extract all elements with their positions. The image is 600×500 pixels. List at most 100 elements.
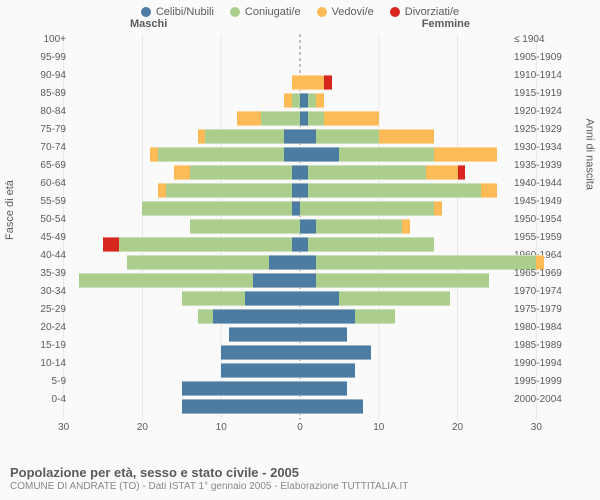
bar-seg-female [308, 183, 481, 198]
bar-seg-male [182, 399, 300, 414]
bar-seg-female [316, 255, 537, 270]
pyramid-row [40, 93, 560, 108]
pyramid-row [40, 291, 560, 306]
bar-seg-female [300, 309, 355, 324]
bar-seg-female [300, 93, 308, 108]
x-tick-label: 30 [58, 422, 69, 433]
legend-item: Divorziati/e [390, 6, 459, 18]
axis-title-left: Fasce di età [4, 180, 16, 240]
pyramid-row [40, 255, 560, 270]
bar-seg-female [308, 93, 316, 108]
bar-seg-male [198, 129, 206, 144]
bar-seg-male [245, 291, 300, 306]
bar-seg-female [316, 273, 489, 288]
bar-seg-female [300, 201, 434, 216]
pyramid-row [40, 147, 560, 162]
bar-seg-female [300, 111, 308, 126]
bar-seg-female [300, 165, 308, 180]
pyramid-row [40, 75, 560, 90]
bar-seg-male [190, 165, 292, 180]
pyramid-row [40, 327, 560, 342]
bar-seg-female [402, 219, 410, 234]
bar-seg-male [292, 75, 300, 90]
legend-swatch [317, 7, 327, 17]
bar-seg-male [284, 147, 300, 162]
bar-seg-female [300, 129, 316, 144]
pyramid-row [40, 237, 560, 252]
bar-seg-male [284, 129, 300, 144]
x-tick-label: 10 [373, 422, 384, 433]
x-tick-label: 0 [297, 422, 303, 433]
bar-seg-male [253, 273, 300, 288]
pyramid-row [40, 273, 560, 288]
bar-seg-male [221, 345, 300, 360]
x-tick-label: 20 [137, 422, 148, 433]
bar-seg-female [481, 183, 497, 198]
legend-swatch [390, 7, 400, 17]
bar-seg-male [182, 291, 245, 306]
bar-seg-male [269, 255, 301, 270]
bar-seg-male [158, 147, 284, 162]
pyramid-row [40, 363, 560, 378]
pyramid-row [40, 111, 560, 126]
bar-seg-male [292, 165, 300, 180]
bar-seg-female [300, 255, 316, 270]
bar-seg-male [284, 93, 292, 108]
bar-seg-female [308, 111, 324, 126]
legend-label: Coniugati/e [245, 6, 301, 18]
plot-area: 3020100102030100+≤ 190495-991905-190990-… [40, 34, 560, 438]
bar-seg-male [166, 183, 292, 198]
legend-item: Coniugati/e [230, 6, 301, 18]
bar-seg-female [355, 309, 394, 324]
bar-seg-female [458, 165, 466, 180]
bar-seg-female [339, 291, 449, 306]
bar-seg-female [300, 345, 371, 360]
bar-seg-female [300, 327, 347, 342]
pyramid-row [40, 165, 560, 180]
bar-seg-female [339, 147, 434, 162]
bar-seg-female [316, 219, 403, 234]
header-male: Maschi [130, 18, 167, 30]
bar-seg-female [426, 165, 458, 180]
bar-seg-male [190, 219, 300, 234]
bar-seg-male [142, 201, 292, 216]
bar-seg-female [300, 399, 363, 414]
bar-seg-female [324, 111, 379, 126]
header-female: Femmine [422, 18, 470, 30]
bar-seg-female [316, 129, 379, 144]
bar-seg-female [300, 219, 316, 234]
bar-seg-male [205, 129, 284, 144]
bar-seg-male [261, 111, 300, 126]
bar-seg-female [379, 129, 434, 144]
legend-item: Vedovi/e [317, 6, 374, 18]
bar-seg-male [127, 255, 269, 270]
bar-seg-male [182, 381, 300, 396]
chart-subtitle: COMUNE DI ANDRATE (TO) - Dati ISTAT 1° g… [10, 481, 408, 492]
legend-label: Vedovi/e [332, 6, 374, 18]
bar-seg-male [292, 93, 300, 108]
x-tick-label: 30 [531, 422, 542, 433]
bar-seg-female [300, 75, 324, 90]
x-tick-label: 20 [452, 422, 463, 433]
bar-seg-male [119, 237, 292, 252]
bar-seg-female [300, 147, 339, 162]
x-tick-label: 10 [216, 422, 227, 433]
bar-seg-female [300, 183, 308, 198]
footer: Popolazione per età, sesso e stato civil… [10, 465, 408, 492]
pyramid-row [40, 309, 560, 324]
pyramid-row [40, 219, 560, 234]
legend-swatch [141, 7, 151, 17]
chart-title: Popolazione per età, sesso e stato civil… [10, 465, 408, 480]
bar-seg-female [316, 93, 324, 108]
bar-seg-female [300, 237, 308, 252]
gender-headers: Maschi Femmine [0, 18, 600, 34]
legend-label: Celibi/Nubili [156, 6, 214, 18]
pyramid-row [40, 399, 560, 414]
bar-seg-female [434, 147, 497, 162]
bar-seg-male [198, 309, 214, 324]
bar-seg-male [79, 273, 252, 288]
population-pyramid: Celibi/Nubili Coniugati/e Vedovi/e Divorzia… [0, 0, 600, 500]
bar-seg-female [300, 381, 347, 396]
bar-seg-female [308, 165, 426, 180]
bar-seg-female [308, 237, 434, 252]
